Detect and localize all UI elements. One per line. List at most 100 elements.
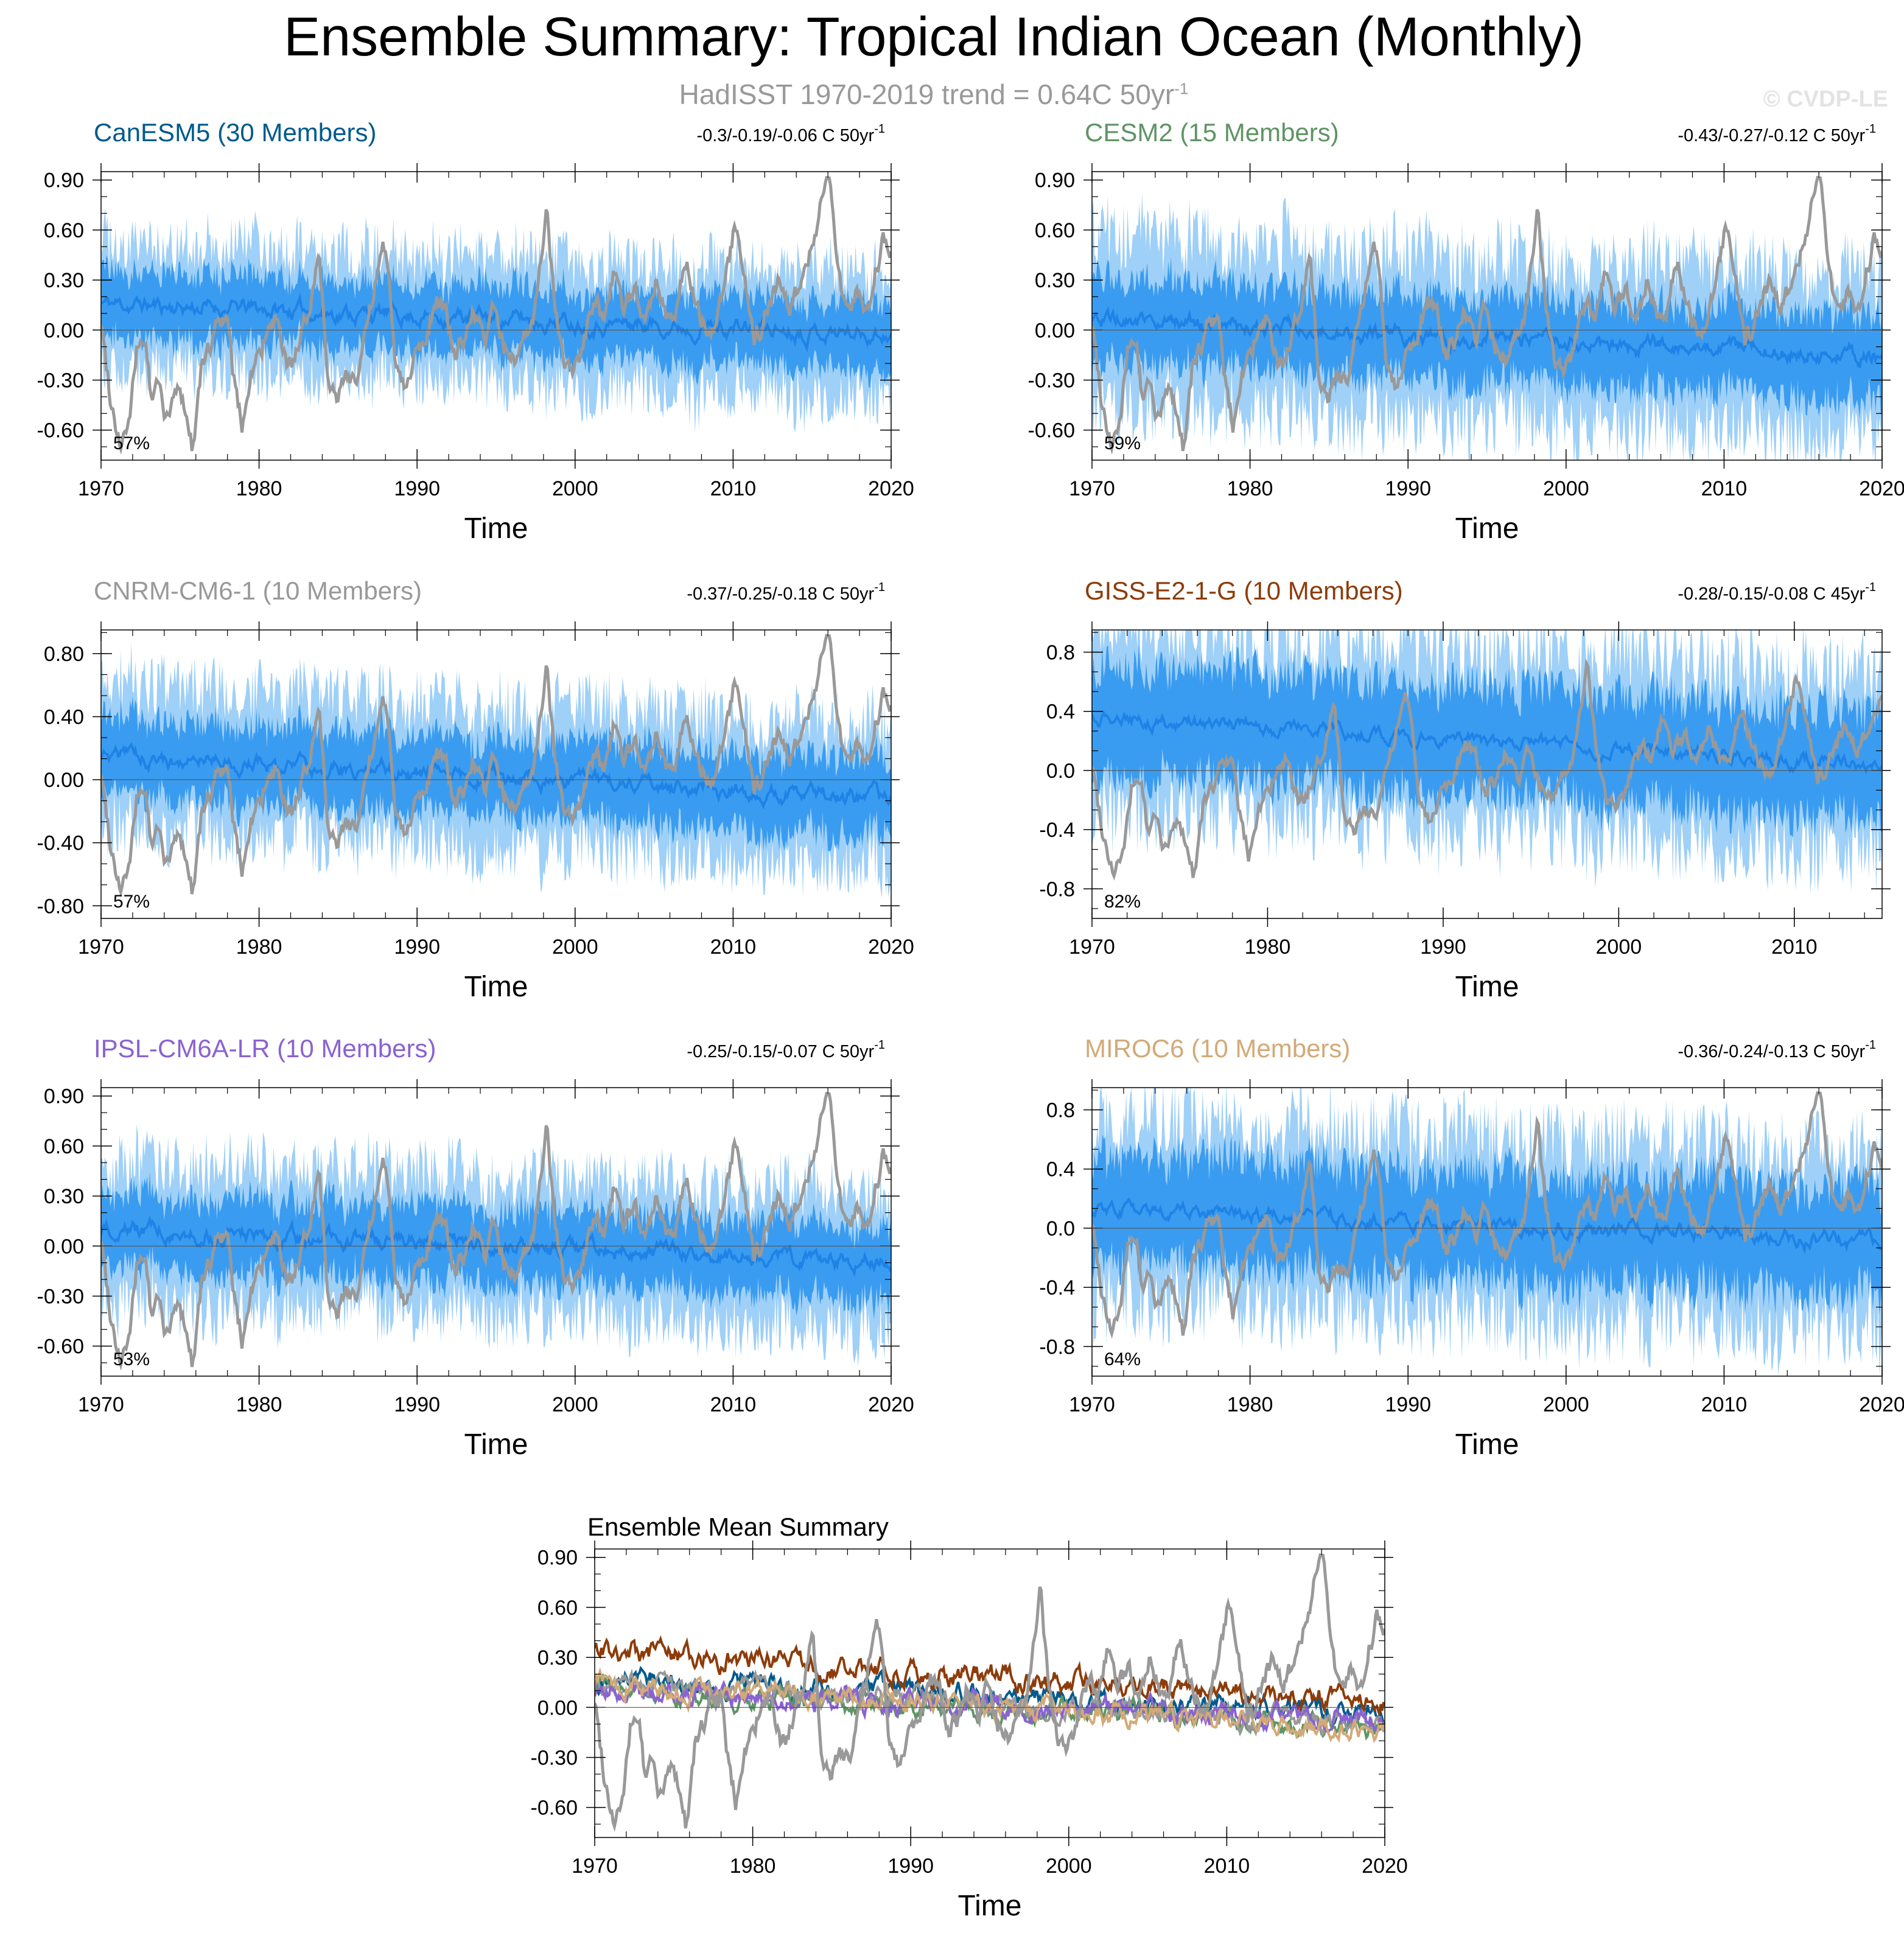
chart-ipsl-ytick-label: 0.30 bbox=[44, 1185, 84, 1208]
chart-miroc6-xtick-label: 1980 bbox=[1227, 1393, 1273, 1416]
chart-miroc6-ytick-label: -0.4 bbox=[1039, 1276, 1075, 1299]
chart-ipsl-xtick-label: 1990 bbox=[394, 1393, 440, 1416]
chart-giss-ytick-label: -0.4 bbox=[1039, 819, 1075, 842]
chart-giss-ytick-label: 0.0 bbox=[1046, 760, 1075, 783]
chart-cesm2-ytick-label: 0.90 bbox=[1035, 169, 1075, 192]
chart-ensmean-ytick-label: -0.30 bbox=[531, 1746, 578, 1769]
chart-giss: 0.8 0.4 0.0 -0.4 -0.8 1970 1980 1990 2000 2010 Tim… bbox=[1039, 576, 1891, 1003]
chart-miroc6-xtick-label: 1990 bbox=[1385, 1393, 1431, 1416]
chart-miroc6-xtick-label: 2010 bbox=[1701, 1393, 1748, 1416]
chart-cesm2-title: CESM2 (15 Members) bbox=[1085, 118, 1339, 147]
chart-ipsl-xtick-label: 1980 bbox=[236, 1393, 282, 1416]
chart-miroc6-percent-label: 64% bbox=[1104, 1349, 1141, 1369]
chart-cesm2-xtick-label: 1980 bbox=[1227, 477, 1273, 500]
chart-ensmean-observation-line bbox=[595, 1553, 1385, 1833]
chart-canesm5-plot-area bbox=[101, 175, 891, 455]
chart-giss-title: GISS-E2-1-G (10 Members) bbox=[1085, 576, 1403, 605]
chart-giss-ytick-label: -0.8 bbox=[1039, 878, 1075, 901]
chart-miroc6-frame bbox=[1091, 1087, 1883, 1377]
chart-canesm5-ytick-label: 0.30 bbox=[44, 269, 84, 292]
main-title: Ensemble Summary: Tropical Indian Ocean … bbox=[284, 7, 1584, 68]
subtitle-sup: -1 bbox=[1174, 79, 1189, 98]
chart-giss-ytick-label: 0.4 bbox=[1046, 701, 1075, 724]
chart-giss-ensemble-mean-line bbox=[1092, 710, 1882, 774]
chart-giss-xtick-label: 2010 bbox=[1771, 935, 1818, 959]
chart-cesm2-xtick-label: 2020 bbox=[1859, 477, 1904, 500]
chart-ensmean-xaxis-label: Time bbox=[958, 1890, 1022, 1922]
chart-cnrm-ytick-label: 0.80 bbox=[44, 643, 84, 666]
chart-giss-trend-label: -0.28/-0.15/-0.08 C 45yr-1 bbox=[1678, 581, 1876, 604]
chart-cesm2-frame bbox=[1091, 171, 1883, 461]
chart-ipsl-plot-area bbox=[101, 1091, 891, 1371]
chart-cesm2-xtick-label: 1990 bbox=[1385, 477, 1431, 500]
chart-miroc6-xtick-label: 2020 bbox=[1859, 1393, 1904, 1416]
chart-ipsl-ytick-label: 0.90 bbox=[44, 1085, 84, 1108]
chart-ensmean-frame bbox=[594, 1548, 1385, 1838]
chart-ipsl-ytick-label: -0.30 bbox=[37, 1285, 85, 1308]
chart-ensmean-xtick-label: 2010 bbox=[1204, 1855, 1250, 1878]
chart-ensmean-plot-area bbox=[595, 1553, 1385, 1833]
chart-miroc6-xtick-label: 2000 bbox=[1543, 1393, 1589, 1416]
chart-giss-percent-label: 82% bbox=[1104, 892, 1141, 912]
chart-canesm5-ytick-label: 0.90 bbox=[44, 169, 84, 192]
chart-ipsl-trend-label: -0.25/-0.15/-0.07 C 50yr-1 bbox=[687, 1038, 885, 1061]
chart-cnrm-frame bbox=[100, 629, 892, 919]
chart-ipsl-ytick-label: 0.60 bbox=[44, 1135, 84, 1158]
chart-cesm2-xtick-label: 1970 bbox=[1069, 477, 1115, 500]
chart-miroc6-ytick-label: 0.8 bbox=[1046, 1099, 1075, 1122]
chart-canesm5-xtick-label: 2000 bbox=[552, 477, 598, 500]
chart-ensmean-title: Ensemble Mean Summary bbox=[587, 1512, 889, 1541]
chart-cesm2-trend-label: -0.43/-0.27/-0.12 C 50yr-1 bbox=[1678, 122, 1876, 145]
chart-canesm5-frame bbox=[100, 171, 892, 461]
chart-cesm2-percent-label: 59% bbox=[1104, 433, 1141, 453]
chart-canesm5-observation-line bbox=[101, 175, 891, 455]
series-line-cnrm-cm6-1 bbox=[595, 1668, 1385, 1737]
chart-canesm5-ytick-label: -0.30 bbox=[37, 369, 85, 392]
subtitle: HadISST 1970-2019 trend = 0.64C 50yr-1 bbox=[0, 78, 1867, 111]
chart-ensmean-xtick-label: 1980 bbox=[730, 1855, 776, 1878]
chart-giss-observation-line bbox=[1092, 658, 1882, 881]
chart-cnrm-xaxis-label: Time bbox=[464, 971, 528, 1003]
chart-miroc6: 0.8 0.4 0.0 -0.4 -0.8 1970 1980 1990 2000 2010 202… bbox=[1039, 1034, 1904, 1461]
chart-cnrm-ensemble-mean-line bbox=[101, 742, 891, 810]
chart-canesm5-xtick-label: 2010 bbox=[710, 477, 757, 500]
chart-giss-xaxis-label: Time bbox=[1455, 971, 1519, 1003]
chart-cesm2-xtick-label: 2010 bbox=[1701, 477, 1748, 500]
chart-canesm5-xtick-label: 1990 bbox=[394, 477, 440, 500]
chart-ipsl-observation-line bbox=[101, 1091, 891, 1371]
chart-ipsl-xaxis-label: Time bbox=[464, 1428, 528, 1461]
chart-miroc6-ytick-label: 0.0 bbox=[1046, 1217, 1075, 1240]
chart-canesm5-xtick-label: 1970 bbox=[78, 477, 124, 500]
chart-giss-xtick-label: 1970 bbox=[1069, 935, 1115, 959]
chart-cnrm-trend-label: -0.37/-0.25/-0.18 C 50yr-1 bbox=[687, 581, 885, 604]
chart-giss-xtick-label: 1990 bbox=[1420, 935, 1466, 959]
credit-watermark: © CVDP-LE bbox=[1763, 86, 1888, 112]
series-line-giss-e2-1-g bbox=[595, 1635, 1385, 1715]
chart-cnrm-plot-area bbox=[101, 634, 891, 898]
chart-cesm2-xaxis-label: Time bbox=[1455, 512, 1519, 545]
chart-cnrm-xtick-label: 2020 bbox=[868, 935, 914, 959]
chart-cesm2-xtick-label: 2000 bbox=[1543, 477, 1589, 500]
chart-ensmean-ytick-label: 0.90 bbox=[537, 1547, 578, 1570]
chart-ensmean-ytick-label: 0.60 bbox=[537, 1596, 578, 1620]
chart-cnrm-xtick-label: 1990 bbox=[394, 935, 440, 959]
chart-giss-frame bbox=[1091, 629, 1883, 919]
chart-ipsl-xtick-label: 2000 bbox=[552, 1393, 598, 1416]
chart-cesm2-ytick-label: 0.30 bbox=[1035, 269, 1075, 292]
chart-cnrm-ytick-label: -0.80 bbox=[37, 895, 85, 918]
chart-ensmean-xtick-label: 1970 bbox=[572, 1855, 618, 1878]
chart-cnrm-ytick-label: 0.00 bbox=[44, 769, 84, 792]
chart-cesm2: 0.90 0.60 0.30 0.00 -0.30 -0.60 1970 1980 1990 20… bbox=[1028, 118, 1904, 545]
chart-cnrm-xtick-label: 2010 bbox=[710, 935, 757, 959]
chart-ensmean-xtick-label: 2000 bbox=[1046, 1855, 1092, 1878]
chart-ipsl-xtick-label: 1970 bbox=[78, 1393, 124, 1416]
chart-cnrm-ytick-label: 0.40 bbox=[44, 705, 84, 729]
chart-canesm5-xtick-label: 2020 bbox=[868, 477, 914, 500]
chart-cesm2-ytick-label: -0.30 bbox=[1028, 369, 1076, 392]
chart-ipsl-percent-label: 53% bbox=[113, 1349, 150, 1369]
chart-miroc6-xtick-label: 1970 bbox=[1069, 1393, 1115, 1416]
chart-canesm5: 0.90 0.60 0.30 0.00 -0.30 -0.60 1970 1980 1990 20… bbox=[37, 118, 914, 545]
chart-cnrm-xtick-label: 1980 bbox=[236, 935, 282, 959]
chart-cesm2-plot-area bbox=[1092, 175, 1882, 460]
chart-cesm2-ytick-label: -0.60 bbox=[1028, 419, 1076, 442]
